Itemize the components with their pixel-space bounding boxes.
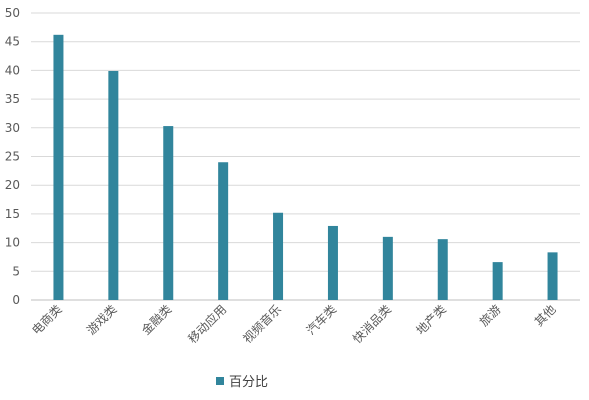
y-tick-label: 5 xyxy=(12,264,20,278)
bar xyxy=(492,262,503,300)
x-axis-labels: 电商类 游戏类 金融类 移动应用 视频音乐 汽车类 快消品类 地产类 旅游 其他 xyxy=(28,302,558,347)
x-tick-label: 汽车类 xyxy=(303,302,339,338)
y-axis-ticks: 0 5 10 15 20 25 30 35 40 45 50 xyxy=(5,6,20,307)
bar xyxy=(53,34,64,300)
y-tick-label: 30 xyxy=(5,121,20,135)
legend-swatch xyxy=(216,377,224,385)
x-tick-label: 金融类 xyxy=(138,302,174,338)
x-tick-label: 其他 xyxy=(532,302,559,329)
legend: 百分比 xyxy=(216,375,268,390)
x-tick-label: 快消品类 xyxy=(350,302,394,346)
y-tick-label: 45 xyxy=(5,35,20,49)
bar xyxy=(273,212,284,300)
x-tick-label: 电商类 xyxy=(28,302,64,338)
bar xyxy=(547,252,558,300)
bar xyxy=(382,236,393,300)
y-tick-label: 35 xyxy=(5,92,20,106)
y-tick-label: 40 xyxy=(5,63,20,77)
y-tick-label: 20 xyxy=(5,178,20,192)
x-tick-label: 移动应用 xyxy=(185,302,230,347)
x-tick-label: 游戏类 xyxy=(84,302,119,337)
bar xyxy=(327,225,338,300)
y-tick-label: 0 xyxy=(12,293,20,307)
legend-label: 百分比 xyxy=(229,375,268,390)
y-tick-label: 50 xyxy=(5,6,20,20)
bar xyxy=(437,239,448,300)
bar xyxy=(108,70,119,300)
gridlines xyxy=(31,12,580,301)
bar xyxy=(218,162,229,300)
y-tick-label: 25 xyxy=(5,150,20,164)
x-tick-label: 视频音乐 xyxy=(240,302,285,347)
x-tick-label: 旅游 xyxy=(477,302,504,329)
bars xyxy=(53,34,558,300)
y-tick-label: 15 xyxy=(5,207,20,221)
x-tick-label: 地产类 xyxy=(414,302,449,337)
y-tick-label: 10 xyxy=(5,236,20,250)
bar xyxy=(163,126,174,300)
